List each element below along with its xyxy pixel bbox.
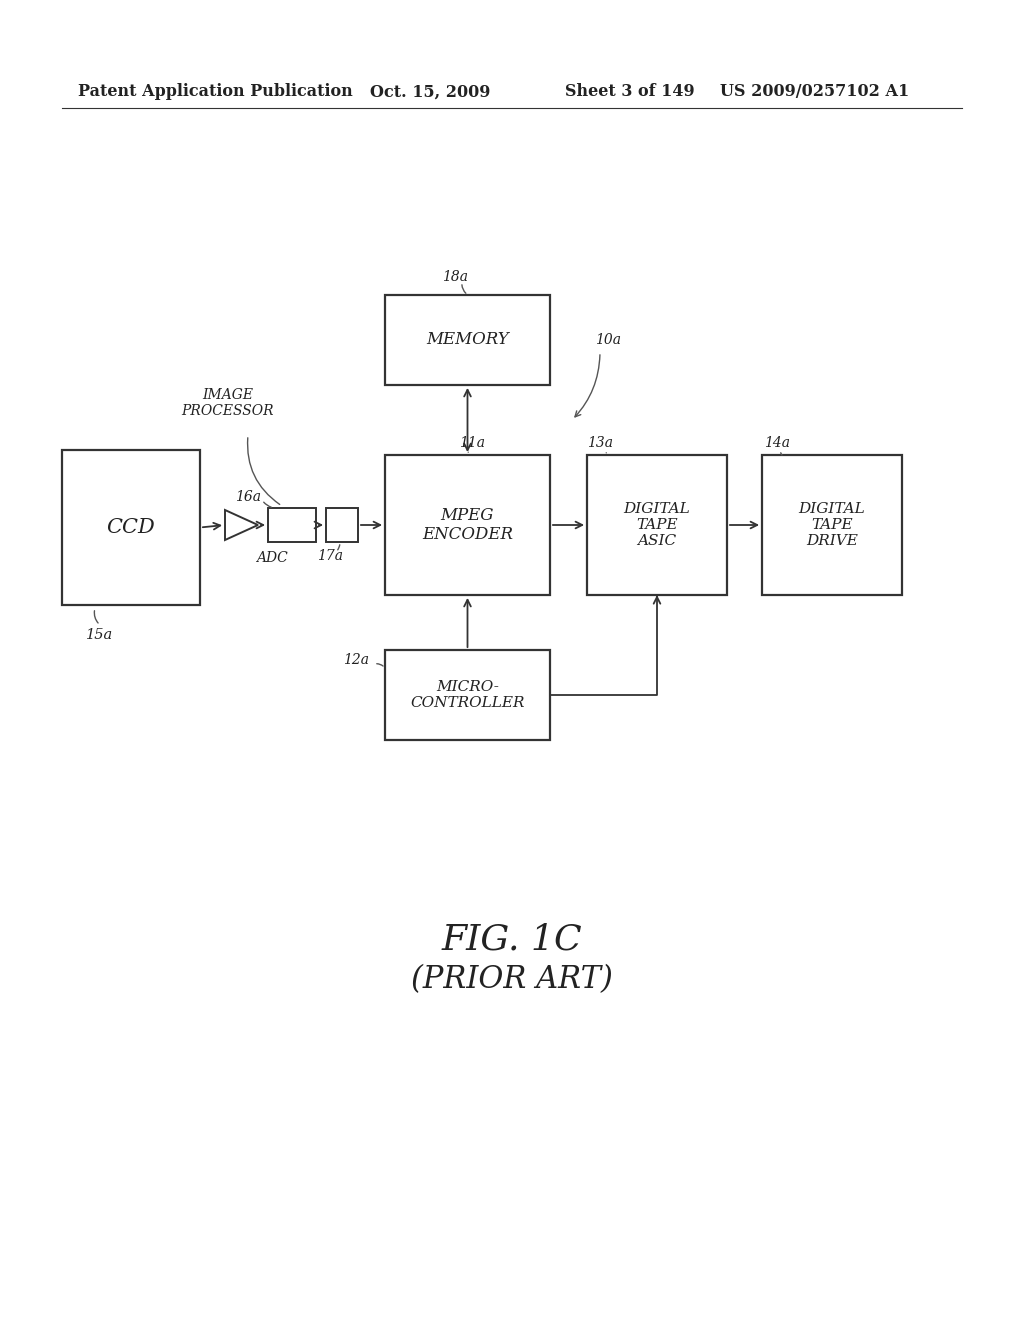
Polygon shape bbox=[225, 510, 258, 540]
Text: US 2009/0257102 A1: US 2009/0257102 A1 bbox=[720, 83, 909, 100]
Text: 13a: 13a bbox=[587, 436, 613, 450]
Bar bbox=[326, 508, 358, 543]
Text: 10a: 10a bbox=[595, 333, 621, 347]
Text: FIG. 1C: FIG. 1C bbox=[441, 923, 583, 957]
Bar bbox=[385, 649, 550, 741]
Text: Patent Application Publication: Patent Application Publication bbox=[78, 83, 352, 100]
Text: IMAGE
PROCESSOR: IMAGE PROCESSOR bbox=[181, 388, 274, 418]
Text: (PRIOR ART): (PRIOR ART) bbox=[411, 965, 613, 995]
Text: 14a: 14a bbox=[764, 436, 790, 450]
Text: 17a: 17a bbox=[317, 549, 343, 564]
Text: 16a: 16a bbox=[234, 490, 261, 504]
Text: DIGITAL
TAPE
ASIC: DIGITAL TAPE ASIC bbox=[624, 502, 690, 548]
Text: 12a: 12a bbox=[343, 653, 369, 667]
Bar bbox=[268, 508, 316, 543]
Text: MICRO-
CONTROLLER: MICRO- CONTROLLER bbox=[411, 680, 524, 710]
Bar bbox=[385, 455, 550, 595]
Text: 11a: 11a bbox=[459, 436, 485, 450]
Text: DIGITAL
TAPE
DRIVE: DIGITAL TAPE DRIVE bbox=[799, 502, 865, 548]
Text: 18a: 18a bbox=[442, 271, 468, 284]
Text: CCD: CCD bbox=[106, 517, 156, 537]
Bar bbox=[385, 294, 550, 385]
Bar bbox=[587, 455, 727, 595]
Text: MEMORY: MEMORY bbox=[426, 331, 509, 348]
Text: Sheet 3 of 149: Sheet 3 of 149 bbox=[565, 83, 694, 100]
Bar bbox=[62, 450, 200, 605]
Text: Oct. 15, 2009: Oct. 15, 2009 bbox=[370, 83, 490, 100]
Bar bbox=[762, 455, 902, 595]
Text: MPEG
ENCODER: MPEG ENCODER bbox=[422, 507, 513, 544]
Text: 15a: 15a bbox=[86, 628, 114, 642]
Text: ADC: ADC bbox=[256, 550, 288, 565]
